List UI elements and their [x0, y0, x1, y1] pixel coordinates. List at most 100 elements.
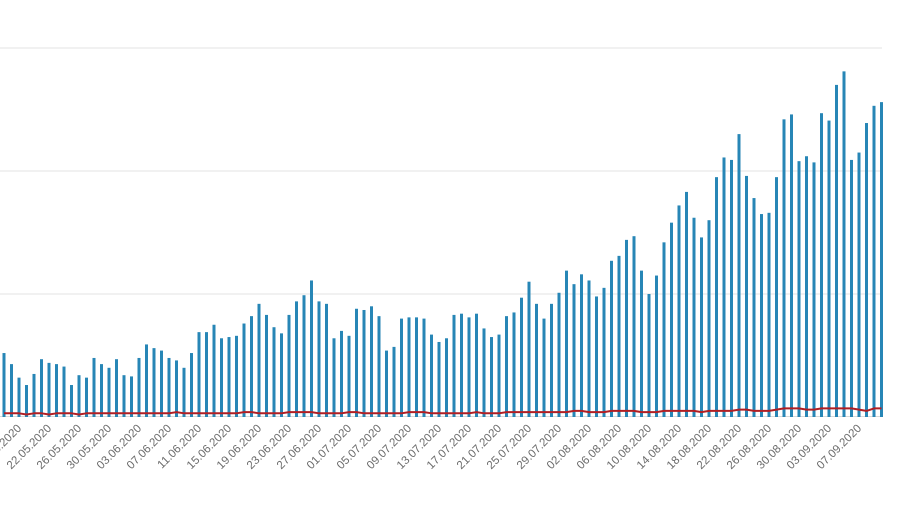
bar	[580, 274, 583, 417]
bar	[55, 364, 58, 417]
bar	[565, 270, 568, 417]
bar	[265, 314, 268, 417]
bar	[445, 338, 448, 417]
bar	[700, 237, 703, 417]
bar	[790, 114, 793, 418]
bar	[340, 330, 343, 417]
bar	[707, 220, 711, 417]
bar	[310, 280, 313, 417]
bar	[880, 102, 883, 418]
bar	[32, 373, 36, 417]
bar	[212, 324, 216, 417]
x-axis-tick-labels: 18.05.202022.05.202026.05.202030.05.2020…	[0, 423, 864, 472]
bar	[205, 332, 208, 417]
bar	[467, 317, 471, 417]
bar	[482, 328, 486, 417]
bar	[227, 337, 231, 417]
bar	[25, 385, 28, 417]
gridlines	[0, 47, 882, 417]
bar	[550, 303, 553, 417]
bar	[2, 353, 6, 417]
bar	[407, 317, 411, 417]
bar	[752, 198, 756, 417]
bar	[827, 120, 831, 417]
bar	[670, 222, 673, 417]
bar	[475, 313, 478, 417]
bar	[595, 296, 598, 417]
bar	[820, 113, 823, 417]
bar	[715, 177, 718, 417]
bar	[805, 156, 808, 418]
bar	[617, 255, 621, 417]
bar	[850, 159, 853, 417]
bar	[362, 309, 366, 417]
bar	[527, 281, 531, 417]
bar	[152, 348, 156, 417]
bar	[107, 367, 111, 417]
bar	[535, 303, 538, 417]
bar	[317, 301, 321, 417]
bar	[17, 377, 21, 417]
bar	[62, 366, 66, 417]
bar	[287, 314, 291, 417]
bar	[497, 334, 501, 417]
line-series-path	[4, 407, 882, 416]
bar	[10, 364, 13, 417]
bar	[250, 316, 253, 417]
bar	[782, 119, 786, 417]
bar	[842, 71, 846, 418]
bar	[280, 333, 283, 417]
bar	[872, 105, 876, 417]
bar	[745, 175, 748, 417]
bar	[437, 341, 441, 417]
bar	[685, 191, 688, 417]
bar	[85, 377, 88, 417]
bar-series	[2, 71, 883, 418]
bar	[767, 212, 771, 417]
bar	[625, 239, 628, 417]
bar	[692, 217, 696, 417]
bar	[385, 350, 388, 417]
bar	[175, 360, 178, 417]
bar	[460, 313, 463, 417]
bar	[302, 295, 306, 417]
bar	[865, 123, 868, 417]
bar	[137, 357, 141, 417]
bar	[100, 364, 103, 417]
bar	[182, 367, 186, 417]
bar	[242, 323, 246, 417]
bar	[452, 314, 456, 417]
bar	[160, 350, 163, 417]
bar	[760, 214, 763, 417]
bar	[857, 152, 861, 418]
bar	[130, 376, 133, 417]
bar	[235, 335, 238, 417]
bar	[272, 327, 276, 417]
bar	[167, 357, 171, 417]
bar	[632, 236, 636, 417]
bar	[220, 338, 223, 417]
bar	[572, 284, 576, 417]
bar	[392, 346, 396, 417]
bar	[677, 205, 681, 417]
bar	[655, 275, 658, 417]
bar	[512, 312, 516, 417]
bar	[602, 287, 606, 417]
bar	[797, 161, 801, 417]
bar	[490, 337, 493, 417]
bar	[730, 159, 733, 417]
bar	[587, 280, 591, 417]
bar	[370, 306, 373, 417]
bar	[520, 297, 523, 417]
bar	[775, 177, 778, 417]
bar	[332, 338, 336, 417]
bar	[722, 157, 726, 417]
bar	[77, 375, 81, 417]
bar	[197, 332, 201, 417]
bar	[662, 242, 666, 417]
bar	[542, 318, 546, 417]
bar	[377, 316, 381, 417]
bar	[557, 292, 561, 417]
bar	[40, 359, 43, 417]
bar	[92, 357, 96, 417]
